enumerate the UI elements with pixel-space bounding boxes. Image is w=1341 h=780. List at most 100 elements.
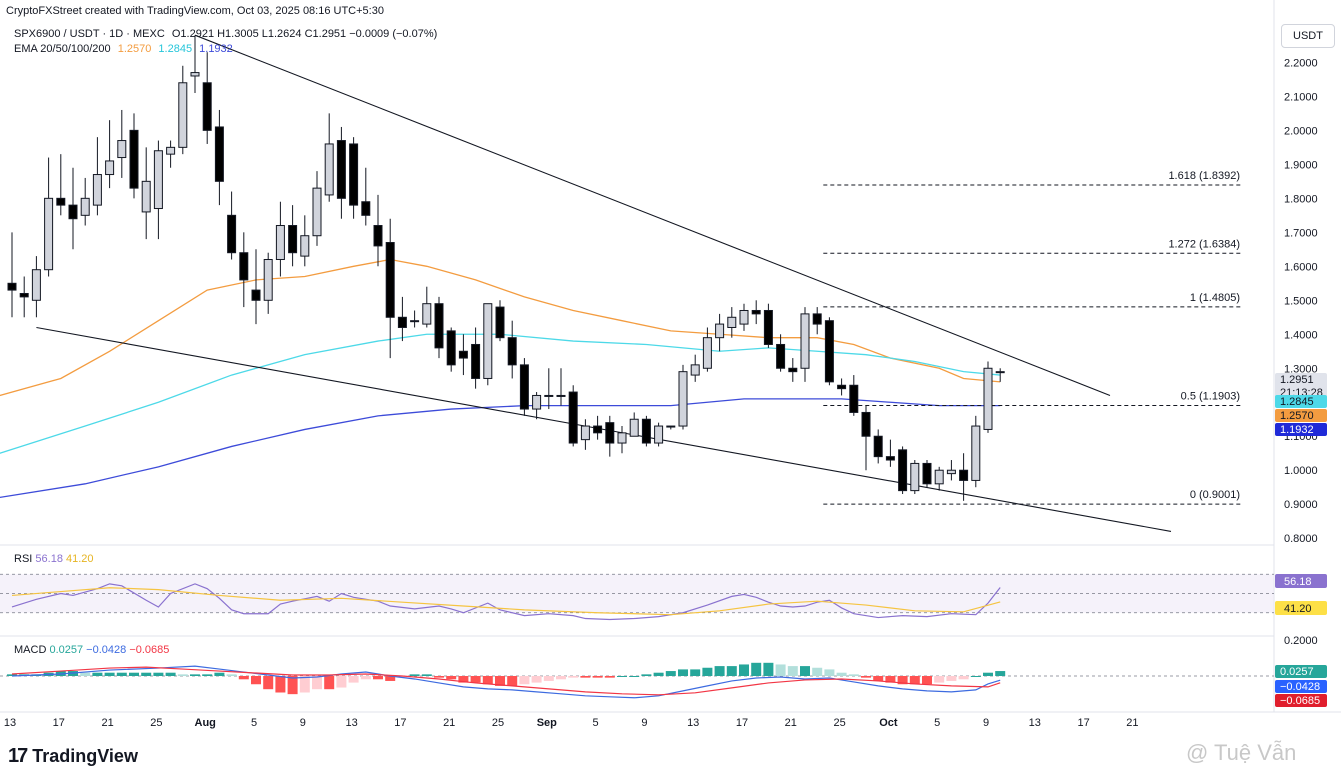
price-tick-label: 0.9000 <box>1284 499 1318 511</box>
currency-button[interactable]: USDT <box>1281 24 1335 48</box>
macd-histogram-bar <box>226 674 237 676</box>
time-tick-label: 5 <box>593 717 599 729</box>
fib-level-label: 1 (1.4805) <box>1190 292 1240 304</box>
macd-signal-line <box>11 666 1001 696</box>
macd-histogram-bar <box>458 676 469 683</box>
macd-histogram-bar <box>702 667 713 676</box>
candle-body <box>654 425 664 444</box>
time-tick-label: 13 <box>345 717 357 729</box>
macd-histogram-bar <box>519 676 530 685</box>
time-tick-label: 17 <box>394 717 406 729</box>
candle-body <box>166 146 176 155</box>
price-tick-label: 1.7000 <box>1284 227 1318 239</box>
candle-body <box>385 242 395 318</box>
candle-body <box>800 313 810 369</box>
fib-level-label: 0.5 (1.1903) <box>1181 391 1240 403</box>
ema-line <box>0 398 1001 499</box>
rsi-legend-value: 56.18 <box>35 553 63 565</box>
macd-histogram-bar <box>336 676 347 688</box>
ohlc-values: O1.2921 H1.3005 L1.2624 C1.2951 −0.0009 … <box>171 28 438 40</box>
macd-histogram-bar <box>897 676 908 685</box>
candle-body <box>776 343 786 369</box>
candle-body <box>788 367 798 373</box>
candle-body <box>751 309 761 315</box>
candle-body <box>544 394 554 397</box>
macd-histogram-bar <box>177 674 188 676</box>
candle-body <box>690 364 700 376</box>
candle-body <box>105 160 115 176</box>
symbol-label[interactable]: SPX6900 / USDT · 1D · MEXC <box>14 28 165 40</box>
macd-histogram-bar <box>312 676 322 690</box>
tradingview-logo-icon: 17 <box>8 745 28 767</box>
fib-level-label: 1.272 (1.6384) <box>1168 238 1240 250</box>
macd-histogram-bar <box>836 672 847 676</box>
ema100-value: 1.2845 <box>158 43 193 55</box>
macd-histogram-bar <box>287 676 298 695</box>
candle-body <box>593 425 603 434</box>
candle-body <box>702 337 712 369</box>
price-badge <box>1275 373 1327 399</box>
price-badge-value: 1.2570 <box>1280 410 1314 422</box>
macd-tick-label: 0.2000 <box>1284 635 1318 647</box>
macd-histogram-bar <box>726 666 737 676</box>
time-tick-label: 21 <box>1126 717 1138 729</box>
candle-body <box>812 313 822 325</box>
time-tick-label: Oct <box>879 717 898 729</box>
price-tick-label: 1.6000 <box>1284 261 1318 273</box>
price-badge <box>1275 423 1327 436</box>
macd-histogram-bar <box>556 676 566 680</box>
candle-body <box>885 456 895 461</box>
macd-label[interactable]: MACD <box>14 644 47 656</box>
candle-body <box>446 330 456 366</box>
macd-histogram-bar <box>934 676 945 683</box>
macd-histogram-bar <box>922 676 932 685</box>
macd-histogram-bar <box>812 667 823 676</box>
macd-histogram-bar <box>495 676 505 686</box>
candle-body <box>483 303 493 379</box>
candle-body <box>190 72 200 77</box>
candle-body <box>227 214 237 254</box>
macd-histogram-bar <box>739 664 749 676</box>
macd-histogram-bar <box>482 676 493 685</box>
candle-body <box>946 469 956 475</box>
macd-legend: MACD 0.0257 −0.0428 −0.0685 <box>14 644 169 656</box>
candle-body <box>568 391 578 444</box>
candle-body <box>56 197 66 206</box>
price-tick-label: 1.3000 <box>1284 363 1318 375</box>
candle-body <box>458 350 468 359</box>
macd-histogram-bar <box>653 672 664 676</box>
price-badge-value: 1.2845 <box>1280 396 1314 408</box>
candle-body <box>922 462 932 485</box>
candle-body <box>971 425 981 481</box>
candle-body <box>80 197 90 216</box>
time-tick-label: 5 <box>934 717 940 729</box>
time-tick-label: 13 <box>1029 717 1041 729</box>
candle-body <box>715 323 725 339</box>
candle-body <box>117 140 127 159</box>
macd-histogram-bar <box>885 676 896 683</box>
tradingview-brand[interactable]: 17 TradingView <box>8 745 138 768</box>
candle-body <box>617 432 627 444</box>
macd-histogram-bar <box>446 676 457 680</box>
candle-body <box>336 140 346 199</box>
fib-level-label: 1.618 (1.8392) <box>1168 170 1240 182</box>
price-tick-label: 1.0000 <box>1284 465 1318 477</box>
macd-histogram-bar <box>360 676 371 680</box>
time-tick-label: 9 <box>641 717 647 729</box>
macd-histogram-bar <box>507 676 518 686</box>
fib-level-label: 0 (0.9001) <box>1190 489 1240 501</box>
macd-histogram-bar <box>129 672 139 676</box>
rsi-ma-badge <box>1275 601 1327 615</box>
rsi-ma-line <box>11 587 1001 616</box>
watermark: @ Tuệ Vẫn <box>1186 740 1297 765</box>
macd-histogram-bar <box>665 671 676 676</box>
macd-histogram-bar <box>617 676 627 677</box>
macd-badge <box>1275 680 1327 693</box>
candle-body <box>507 337 517 366</box>
ema-label[interactable]: EMA 20/50/100/200 <box>14 43 111 55</box>
price-tick-label: 2.0000 <box>1284 125 1318 137</box>
candle-body <box>92 174 102 206</box>
rsi-label[interactable]: RSI <box>14 553 33 565</box>
macd-histogram-bar <box>202 674 213 676</box>
